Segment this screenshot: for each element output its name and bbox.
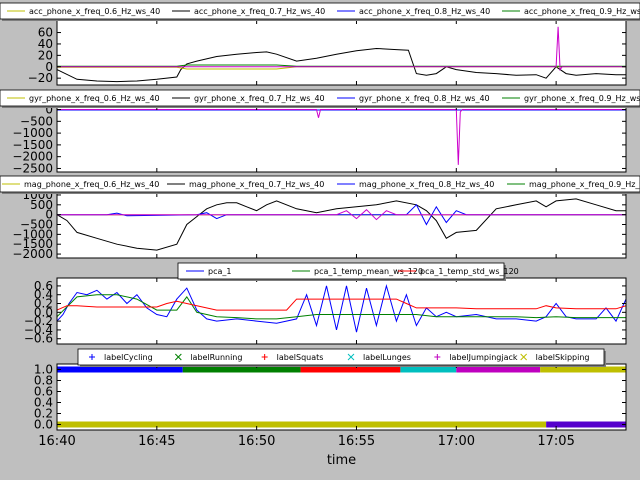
- y-tick-label: 40: [38, 37, 53, 51]
- legend-label: acc_phone_x_freq_0.7_Hz_ws_40: [194, 7, 325, 16]
- y-tick-label: 0.4: [34, 396, 53, 410]
- plot-area: [57, 198, 626, 251]
- legend-label: labelJumpingjack: [449, 353, 518, 362]
- y-tick-label: 0.4: [34, 288, 53, 302]
- legend-label: mag_phone_x_freq_0.8_Hz_ws_40: [359, 180, 494, 189]
- y-tick-label: −1000: [12, 126, 53, 140]
- y-tick-label: 0.0: [34, 418, 53, 432]
- series-line: [57, 209, 626, 221]
- panel-gyr: −2500−2000−1500−1000−5000gyr_phone_x_fre…: [0, 89, 640, 175]
- series-line: [57, 294, 626, 320]
- y-tick-label: −2000: [12, 247, 53, 261]
- legend-box: [177, 262, 505, 280]
- legend-marker: [347, 353, 355, 361]
- legend-label: labelSquats: [277, 353, 324, 362]
- series-line: [57, 26, 626, 72]
- legend-box: [0, 2, 640, 20]
- axes-background: [57, 20, 626, 85]
- y-tick-label: −0.2: [24, 314, 53, 328]
- y-tick-label: −2000: [12, 150, 53, 164]
- y-tick-label: 20: [38, 48, 53, 62]
- panel-mag: −2000−1500−1000−50005001000mag_phone_x_f…: [0, 175, 640, 261]
- legend-label: labelLunges: [363, 353, 411, 362]
- legend-label: mag_phone_x_freq_0.9_Hz_ws_40: [529, 180, 640, 189]
- y-tick-label: 0.6: [34, 385, 53, 399]
- y-tick-label: −20: [28, 71, 53, 85]
- x-tick-label: 16:45: [138, 434, 175, 449]
- y-tick-label: −0.4: [24, 323, 53, 337]
- y-tick-label: 0: [45, 208, 53, 222]
- legend-label: labelSkipping: [536, 353, 590, 362]
- legend-label: pca_1: [208, 267, 231, 276]
- legend: pca_1 pca_1_temp_mean_ws_120pca_1_temp_st…: [177, 262, 519, 281]
- legend-box: [77, 348, 605, 366]
- x-axis-label: time: [327, 453, 356, 468]
- legend-label: pca_1_temp_std_ws_120: [420, 267, 519, 276]
- series-line: [57, 47, 626, 83]
- y-tick-label: 0.2: [34, 407, 53, 421]
- y-tick-label: 0.0: [34, 305, 53, 319]
- series-line: [57, 298, 626, 311]
- plot-area: [57, 26, 626, 83]
- legend: labelCycling labelRunning labelSquats label…: [77, 348, 606, 367]
- legend-label: pca_1_temp_mean_ws_120: [314, 267, 423, 276]
- legend: acc_phone_x_freq_0.6_Hz_ws_40 acc_phone_x…: [0, 2, 640, 21]
- legend-label: gyr_phone_x_freq_0.7_Hz_ws_40: [194, 94, 325, 103]
- legend-marker: [174, 353, 182, 361]
- legend-label: labelCycling: [104, 353, 153, 362]
- y-tick-label: 0.2: [34, 297, 53, 311]
- y-tick-label: 1.0: [34, 363, 53, 377]
- y-tick-label: 60: [38, 26, 53, 40]
- series-line: [57, 64, 626, 67]
- x-tick-label: 16:40: [38, 434, 75, 449]
- legend-label: mag_phone_x_freq_0.7_Hz_ws_40: [189, 180, 324, 189]
- y-tick-label: −1500: [12, 237, 53, 251]
- y-tick-label: 0: [45, 103, 53, 117]
- legend-label: mag_phone_x_freq_0.6_Hz_ws_40: [24, 180, 159, 189]
- y-tick-label: 500: [30, 198, 53, 212]
- legend-marker: [520, 353, 528, 361]
- legend-label: acc_phone_x_freq_0.8_Hz_ws_40: [359, 7, 490, 16]
- axes-background: [57, 364, 626, 430]
- legend-label: acc_phone_x_freq_0.9_Hz_ws_40: [524, 7, 640, 16]
- plot-area: [57, 283, 626, 333]
- legend-label: gyr_phone_x_freq_0.9_Hz_ws_40: [524, 94, 640, 103]
- series-line: [57, 198, 626, 251]
- y-tick-label: −1500: [12, 138, 53, 152]
- legend-label: acc_phone_x_freq_0.6_Hz_ws_40: [29, 7, 160, 16]
- axes-background: [57, 278, 626, 344]
- panel-pca: −0.6−0.4−0.20.00.20.40.6 pca_1 pca_1_temp_…: [24, 262, 627, 346]
- axes-background: [57, 193, 626, 258]
- legend: mag_phone_x_freq_0.6_Hz_ws_40 mag_phone_x…: [0, 175, 640, 194]
- panel-labels: 0.00.20.40.60.81.0 labelCycling labelRunni…: [34, 348, 627, 432]
- axes-background: [57, 106, 626, 172]
- legend-box: [0, 89, 640, 107]
- legend: gyr_phone_x_freq_0.6_Hz_ws_40 gyr_phone_x…: [0, 89, 640, 108]
- legend-label: gyr_phone_x_freq_0.8_Hz_ws_40: [359, 94, 490, 103]
- y-tick-label: −0.6: [24, 332, 53, 346]
- plot-area: [57, 366, 626, 428]
- x-tick-label: 16:50: [238, 434, 275, 449]
- series-line: [57, 283, 626, 333]
- y-tick-label: 0.6: [34, 279, 53, 293]
- legend-label: gyr_phone_x_freq_0.6_Hz_ws_40: [29, 94, 160, 103]
- y-tick-label: −500: [20, 218, 53, 232]
- legend-label: labelRunning: [190, 353, 242, 362]
- x-tick-label: 17:05: [537, 434, 574, 449]
- y-tick-label: 0.8: [34, 374, 53, 388]
- y-tick-label: 0: [45, 60, 53, 74]
- y-tick-label: −1000: [12, 227, 53, 241]
- x-tick-label: 16:55: [338, 434, 375, 449]
- y-tick-label: −2500: [12, 161, 53, 175]
- legend-box: [0, 175, 640, 193]
- x-tick-label: 17:00: [438, 434, 475, 449]
- y-tick-label: −500: [20, 114, 53, 128]
